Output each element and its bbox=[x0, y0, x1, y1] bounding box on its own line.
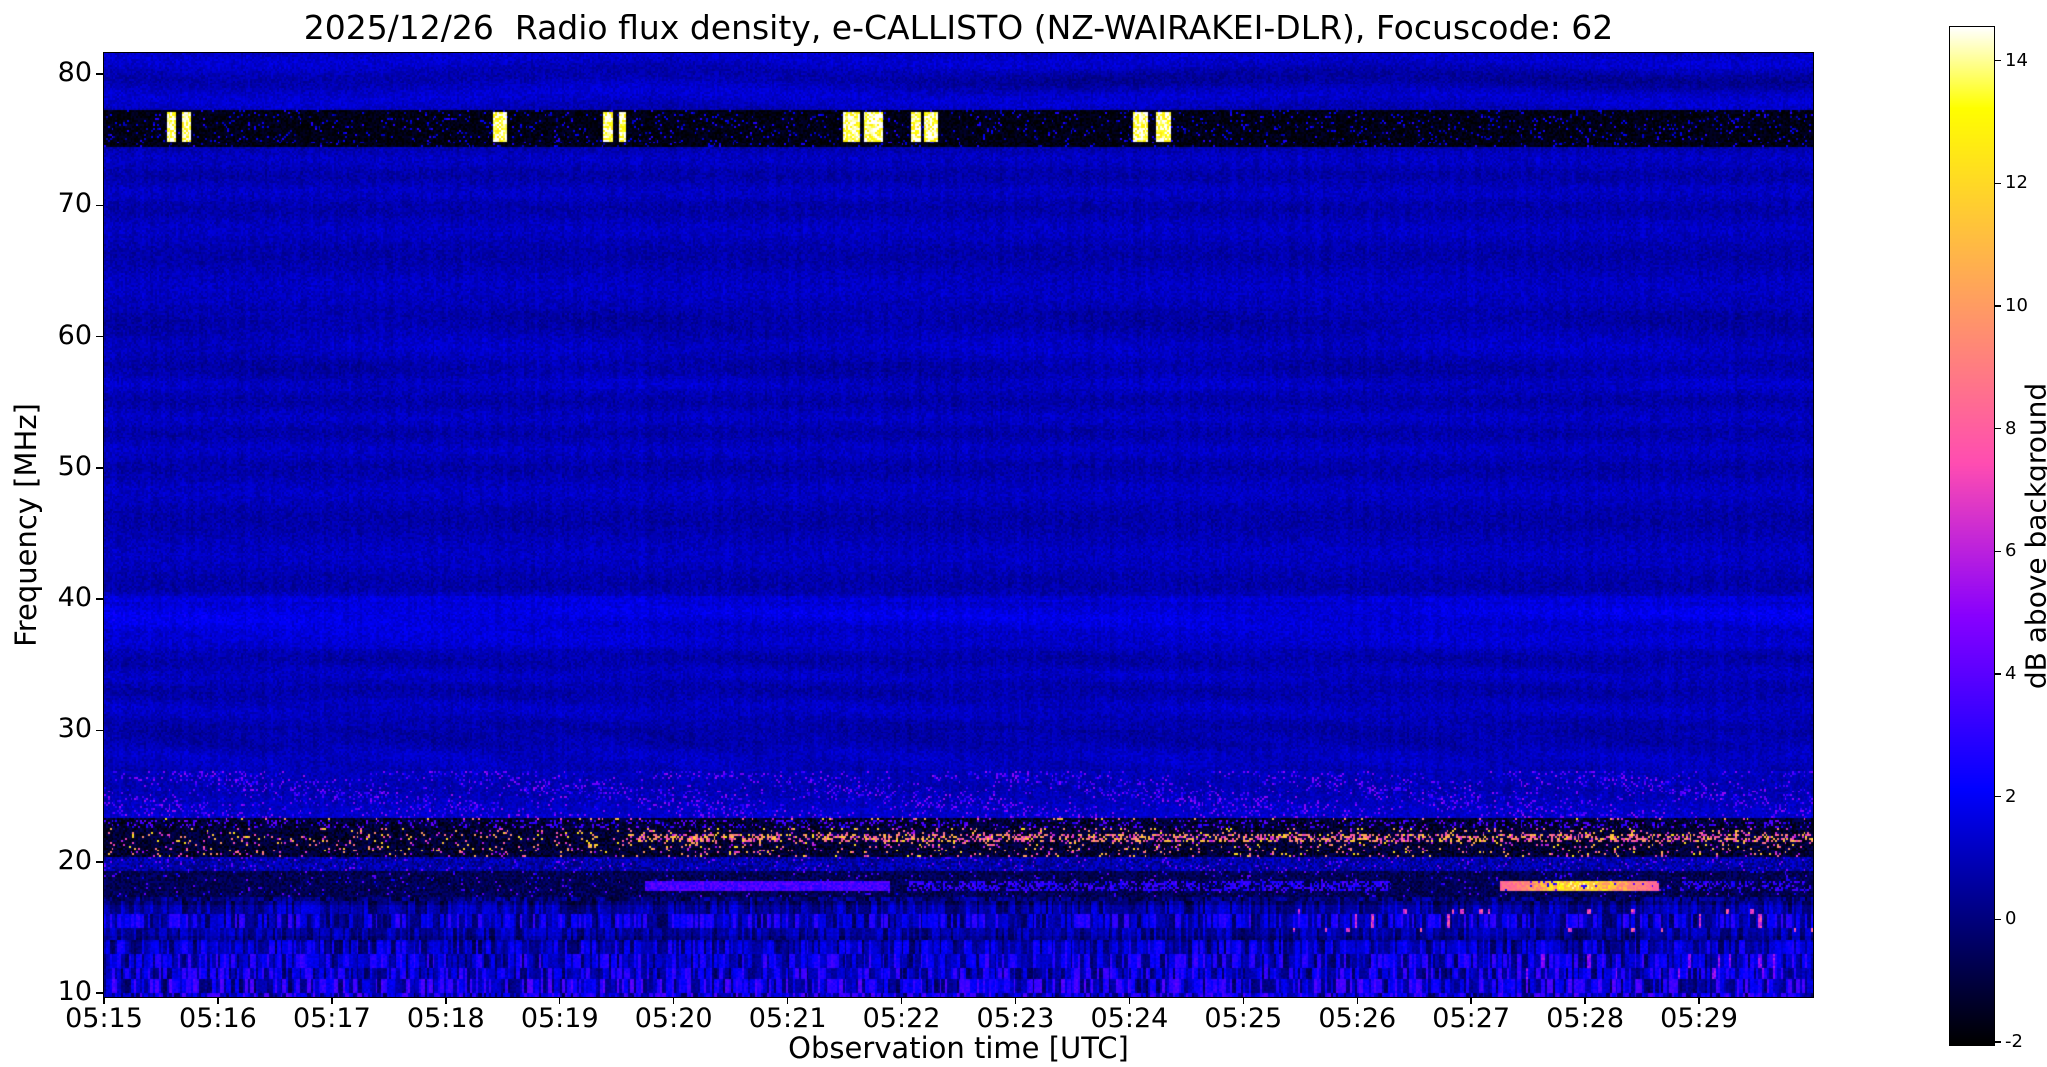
x-tick-label: 05:16 bbox=[179, 1003, 257, 1034]
y-tick-mark bbox=[96, 204, 104, 207]
y-tick-label: 60 bbox=[57, 319, 92, 351]
colorbar-tick-label: 8 bbox=[2005, 417, 2017, 439]
colorbar-tick-mark bbox=[1994, 550, 2001, 553]
spectrogram-canvas bbox=[103, 52, 1814, 998]
y-tick-label: 10 bbox=[57, 976, 92, 1008]
y-tick-mark bbox=[96, 467, 104, 469]
x-tick-mark bbox=[1128, 997, 1131, 1004]
colorbar-tick-mark bbox=[1994, 305, 2001, 307]
x-tick-label: 05:15 bbox=[65, 1003, 143, 1034]
colorbar-tick-mark bbox=[1994, 918, 2001, 921]
y-tick-label: 70 bbox=[57, 188, 92, 220]
x-tick-label: 05:29 bbox=[1660, 1003, 1738, 1034]
x-tick-label: 05:27 bbox=[1432, 1003, 1511, 1034]
colorbar-tick-label: 14 bbox=[2005, 49, 2028, 71]
x-tick-mark bbox=[1356, 997, 1359, 1004]
colorbar-tick-mark bbox=[1994, 427, 2001, 430]
x-tick-label: 05:22 bbox=[862, 1003, 941, 1034]
x-tick-label: 05:20 bbox=[634, 1003, 713, 1034]
colorbar-tick-mark bbox=[1994, 795, 2001, 798]
colorbar-tick-label: -2 bbox=[2005, 1030, 2023, 1052]
colorbar-tick-mark bbox=[1994, 1041, 2001, 1043]
colorbar-tick-mark bbox=[1994, 182, 2001, 185]
x-tick-mark bbox=[672, 997, 675, 1004]
x-tick-label: 05:18 bbox=[406, 1003, 485, 1034]
x-tick-mark bbox=[1242, 997, 1245, 1004]
colorbar-tick-mark bbox=[1994, 673, 2001, 675]
x-tick-label: 05:19 bbox=[520, 1003, 599, 1034]
colorbar-tick-mark bbox=[1994, 59, 2001, 62]
x-tick-mark bbox=[558, 997, 561, 1004]
y-tick-label: 20 bbox=[57, 844, 92, 876]
colorbar-tick-label: 2 bbox=[2005, 785, 2017, 807]
x-tick-label: 05:23 bbox=[976, 1003, 1055, 1034]
x-tick-label: 05:21 bbox=[748, 1003, 827, 1034]
y-tick-mark bbox=[96, 335, 104, 338]
x-tick-mark bbox=[445, 997, 447, 1004]
x-tick-label: 05:17 bbox=[292, 1003, 371, 1034]
x-tick-label: 05:26 bbox=[1318, 1003, 1397, 1034]
x-tick-mark bbox=[786, 997, 789, 1004]
x-tick-label: 05:25 bbox=[1204, 1003, 1283, 1034]
colorbar-canvas bbox=[1949, 26, 1995, 1046]
y-tick-label: 30 bbox=[57, 713, 92, 745]
x-tick-label: 05:24 bbox=[1090, 1003, 1169, 1034]
colorbar-tick-label: 0 bbox=[2005, 908, 2017, 930]
colorbar-tick-label: 4 bbox=[2005, 662, 2017, 684]
x-tick-label: 05:28 bbox=[1546, 1003, 1625, 1034]
x-tick-mark bbox=[1584, 997, 1586, 1004]
y-tick-mark bbox=[96, 861, 104, 863]
x-axis-label: Observation time [UTC] bbox=[788, 1031, 1129, 1065]
x-tick-mark bbox=[217, 997, 219, 1004]
chart-title: 2025/12/26 Radio flux density, e-CALLIST… bbox=[303, 8, 1614, 47]
y-tick-label: 50 bbox=[57, 450, 92, 482]
colorbar-tick-label: 12 bbox=[2005, 172, 2028, 194]
y-tick-mark bbox=[96, 73, 104, 75]
x-tick-mark bbox=[1698, 997, 1700, 1004]
y-tick-label: 80 bbox=[57, 57, 92, 88]
colorbar-tick-label: 6 bbox=[2005, 540, 2017, 562]
y-tick-mark bbox=[96, 729, 104, 732]
colorbar-tick-label: 10 bbox=[2005, 295, 2028, 317]
x-tick-mark bbox=[1470, 997, 1472, 1004]
x-tick-mark bbox=[331, 997, 333, 1004]
y-tick-mark bbox=[96, 598, 104, 600]
x-tick-mark bbox=[900, 997, 903, 1004]
x-tick-mark bbox=[1014, 997, 1017, 1004]
y-tick-label: 40 bbox=[57, 582, 92, 614]
y-tick-mark bbox=[96, 992, 104, 994]
x-tick-mark bbox=[103, 997, 105, 1004]
colorbar-label: dB above background bbox=[2019, 382, 2047, 690]
